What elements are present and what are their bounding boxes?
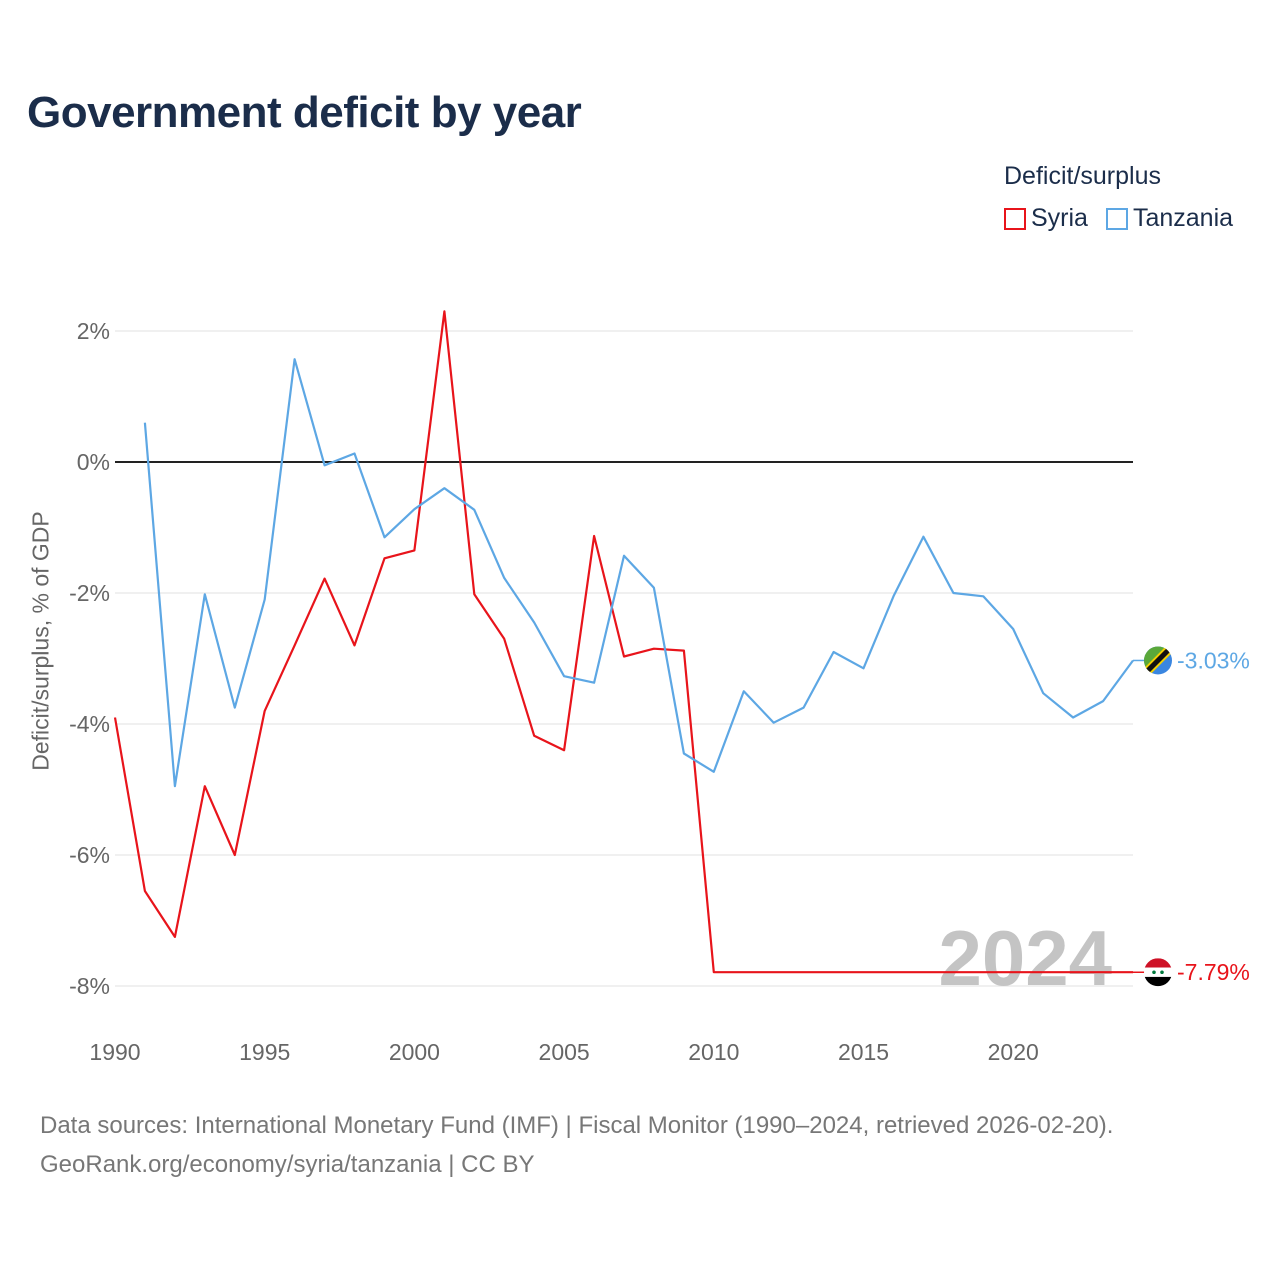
x-tick-label: 2015 <box>838 1039 889 1065</box>
flag-syria-icon <box>1144 958 1172 987</box>
series-line-syria[interactable] <box>113 310 1133 974</box>
y-tick-label: -4% <box>69 711 110 737</box>
x-tick-label: 2000 <box>389 1039 440 1065</box>
footer-link[interactable]: GeoRank.org/economy/syria/tanzania | CC … <box>40 1151 535 1178</box>
legend-label-syria: Syria <box>1031 204 1088 232</box>
end-label-tanzania: -3.03% <box>1177 647 1250 673</box>
legend-swatch-syria <box>1004 207 1026 230</box>
chart-title: Government deficit by year <box>27 88 582 137</box>
series-group <box>113 310 1134 974</box>
y-tick-label: -2% <box>69 580 110 606</box>
x-tick-label: 1990 <box>89 1039 140 1065</box>
year-watermark: 2024 <box>938 914 1112 1002</box>
y-tick-label: -6% <box>69 842 110 868</box>
legend-swatch-tanzania <box>1105 207 1128 230</box>
end-label-syria: -7.79% <box>1177 959 1250 985</box>
x-tick-label: 2005 <box>539 1039 590 1065</box>
axis-labels: 2% 0% -2% -4% -6% -8% 1990 1995 2000 2005 2010 2015… <box>69 318 1039 1065</box>
y-tick-label: 0% <box>77 449 110 475</box>
legend-label-tanzania: Tanzania <box>1132 204 1234 232</box>
grid <box>115 330 1133 987</box>
y-tick-label: -8% <box>69 973 110 999</box>
footer-sources: Data sources: International Monetary Fun… <box>40 1112 1114 1139</box>
flag-tanzania-icon <box>1144 646 1172 675</box>
footer: Data sources: International Monetary Fun… <box>40 1106 1113 1184</box>
end-markers: -7.79% -3.03% <box>1133 646 1250 987</box>
legend: Syria Tanzania <box>1004 204 1233 233</box>
x-tick-label: 2010 <box>688 1039 739 1065</box>
x-tick-label: 2020 <box>988 1039 1039 1065</box>
y-tick-label: 2% <box>77 318 110 344</box>
series-line-tanzania[interactable] <box>143 358 1134 788</box>
legend-item-tanzania[interactable]: Tanzania <box>1105 204 1234 233</box>
x-tick-label: 1995 <box>239 1039 290 1065</box>
legend-item-syria[interactable]: Syria <box>1004 204 1088 233</box>
legend-title: Deficit/surplus <box>1004 162 1161 190</box>
